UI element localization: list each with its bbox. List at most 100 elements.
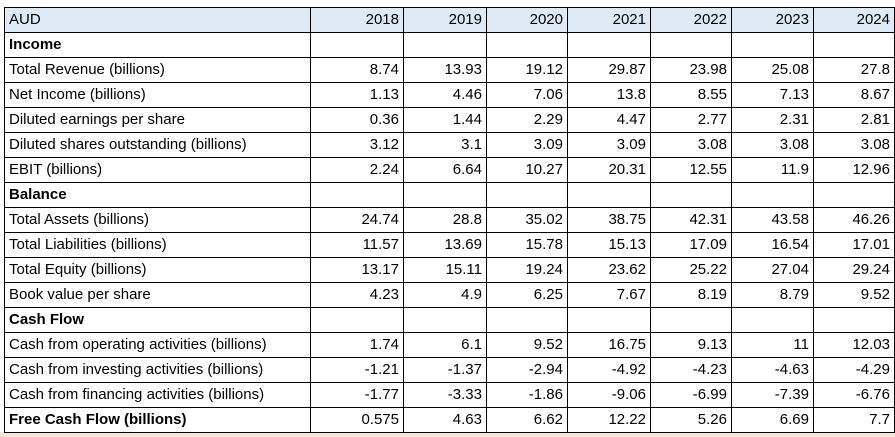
row-label: Net Income (billions) <box>4 82 311 108</box>
data-row: Cash from financing activities (billions… <box>4 382 895 408</box>
section-row: Cash Flow <box>4 307 895 333</box>
row-label: Free Cash Flow (billions) <box>4 407 311 433</box>
empty-cell <box>310 307 404 333</box>
value-cell: 12.96 <box>813 157 895 183</box>
value-cell: -1.21 <box>310 357 404 383</box>
value-cell: 19.24 <box>486 257 568 283</box>
value-cell: 20.31 <box>567 157 651 183</box>
bottom-band <box>0 432 895 437</box>
value-cell: 13.17 <box>310 257 404 283</box>
empty-cell <box>731 307 814 333</box>
value-cell: 13.8 <box>567 82 651 108</box>
empty-cell <box>731 32 814 58</box>
data-row: Diluted shares outstanding (billions) 3.1… <box>4 132 895 158</box>
value-cell: 29.87 <box>567 57 651 83</box>
value-cell: -4.63 <box>731 357 814 383</box>
value-cell: 4.9 <box>403 282 487 308</box>
value-cell: 4.46 <box>403 82 487 108</box>
financial-table: AUD 2018 2019 2020 2021 2022 2023 2024 Income Tot… <box>4 7 895 433</box>
value-cell: 2.31 <box>731 107 814 133</box>
year-header: 2020 <box>486 7 568 33</box>
value-cell: 28.8 <box>403 207 487 233</box>
header-row: AUD 2018 2019 2020 2021 2022 2023 2024 <box>4 7 895 33</box>
value-cell: 12.55 <box>650 157 732 183</box>
value-cell: 8.74 <box>310 57 404 83</box>
value-cell: 7.06 <box>486 82 568 108</box>
value-cell: 2.24 <box>310 157 404 183</box>
value-cell: 8.67 <box>813 82 895 108</box>
value-cell: 8.55 <box>650 82 732 108</box>
value-cell: 6.64 <box>403 157 487 183</box>
row-label: Diluted shares outstanding (billions) <box>4 132 311 158</box>
row-label: Total Assets (billions) <box>4 207 311 233</box>
value-cell: 35.02 <box>486 207 568 233</box>
empty-cell <box>650 182 732 208</box>
empty-cell <box>567 182 651 208</box>
value-cell: 6.62 <box>486 407 568 433</box>
value-cell: 23.62 <box>567 257 651 283</box>
row-label: Total Liabilities (billions) <box>4 232 311 258</box>
empty-cell <box>403 182 487 208</box>
data-row: Book value per share 4.23 4.9 6.25 7.67 8.19 8… <box>4 282 895 308</box>
data-row: Cash from operating activities (billions… <box>4 332 895 358</box>
empty-cell <box>813 182 895 208</box>
data-row: Total Assets (billions) 24.74 28.8 35.02 38.… <box>4 207 895 233</box>
value-cell: 16.54 <box>731 232 814 258</box>
year-header: 2019 <box>403 7 487 33</box>
value-cell: 17.09 <box>650 232 732 258</box>
value-cell: -4.29 <box>813 357 895 383</box>
value-cell: 27.8 <box>813 57 895 83</box>
empty-cell <box>731 182 814 208</box>
value-cell: 25.22 <box>650 257 732 283</box>
year-header: 2022 <box>650 7 732 33</box>
value-cell: -6.99 <box>650 382 732 408</box>
value-cell: -6.76 <box>813 382 895 408</box>
value-cell: 7.13 <box>731 82 814 108</box>
value-cell: 3.08 <box>650 132 732 158</box>
empty-cell <box>403 32 487 58</box>
data-row: Cash from investing activities (billions… <box>4 357 895 383</box>
value-cell: 12.03 <box>813 332 895 358</box>
empty-cell <box>486 307 568 333</box>
value-cell: 9.52 <box>813 282 895 308</box>
empty-cell <box>813 307 895 333</box>
data-row: Total Equity (billions) 13.17 15.11 19.24 23… <box>4 257 895 283</box>
value-cell: 9.13 <box>650 332 732 358</box>
year-header: 2021 <box>567 7 651 33</box>
table-body: AUD 2018 2019 2020 2021 2022 2023 2024 Income Tot… <box>4 7 895 433</box>
value-cell: 1.44 <box>403 107 487 133</box>
value-cell: 3.09 <box>486 132 568 158</box>
empty-cell <box>486 32 568 58</box>
value-cell: 38.75 <box>567 207 651 233</box>
value-cell: 1.13 <box>310 82 404 108</box>
value-cell: 15.13 <box>567 232 651 258</box>
value-cell: 10.27 <box>486 157 568 183</box>
value-cell: -4.92 <box>567 357 651 383</box>
year-header: 2023 <box>731 7 814 33</box>
empty-cell <box>403 307 487 333</box>
row-label: Cash from investing activities (billions… <box>4 357 311 383</box>
value-cell: 6.25 <box>486 282 568 308</box>
value-cell: 11.9 <box>731 157 814 183</box>
empty-cell <box>650 307 732 333</box>
value-cell: 6.1 <box>403 332 487 358</box>
value-cell: 11.57 <box>310 232 404 258</box>
value-cell: 6.69 <box>731 407 814 433</box>
value-cell: 23.98 <box>650 57 732 83</box>
value-cell: 8.79 <box>731 282 814 308</box>
value-cell: -9.06 <box>567 382 651 408</box>
value-cell: 24.74 <box>310 207 404 233</box>
value-cell: 1.74 <box>310 332 404 358</box>
value-cell: -7.39 <box>731 382 814 408</box>
value-cell: -1.37 <box>403 357 487 383</box>
empty-cell <box>813 32 895 58</box>
data-row: Total Revenue (billions) 8.74 13.93 19.12 29… <box>4 57 895 83</box>
row-label: EBIT (billions) <box>4 157 311 183</box>
row-label: Total Equity (billions) <box>4 257 311 283</box>
empty-cell <box>567 307 651 333</box>
value-cell: 3.09 <box>567 132 651 158</box>
value-cell: 2.77 <box>650 107 732 133</box>
value-cell: 19.12 <box>486 57 568 83</box>
value-cell: 11 <box>731 332 814 358</box>
